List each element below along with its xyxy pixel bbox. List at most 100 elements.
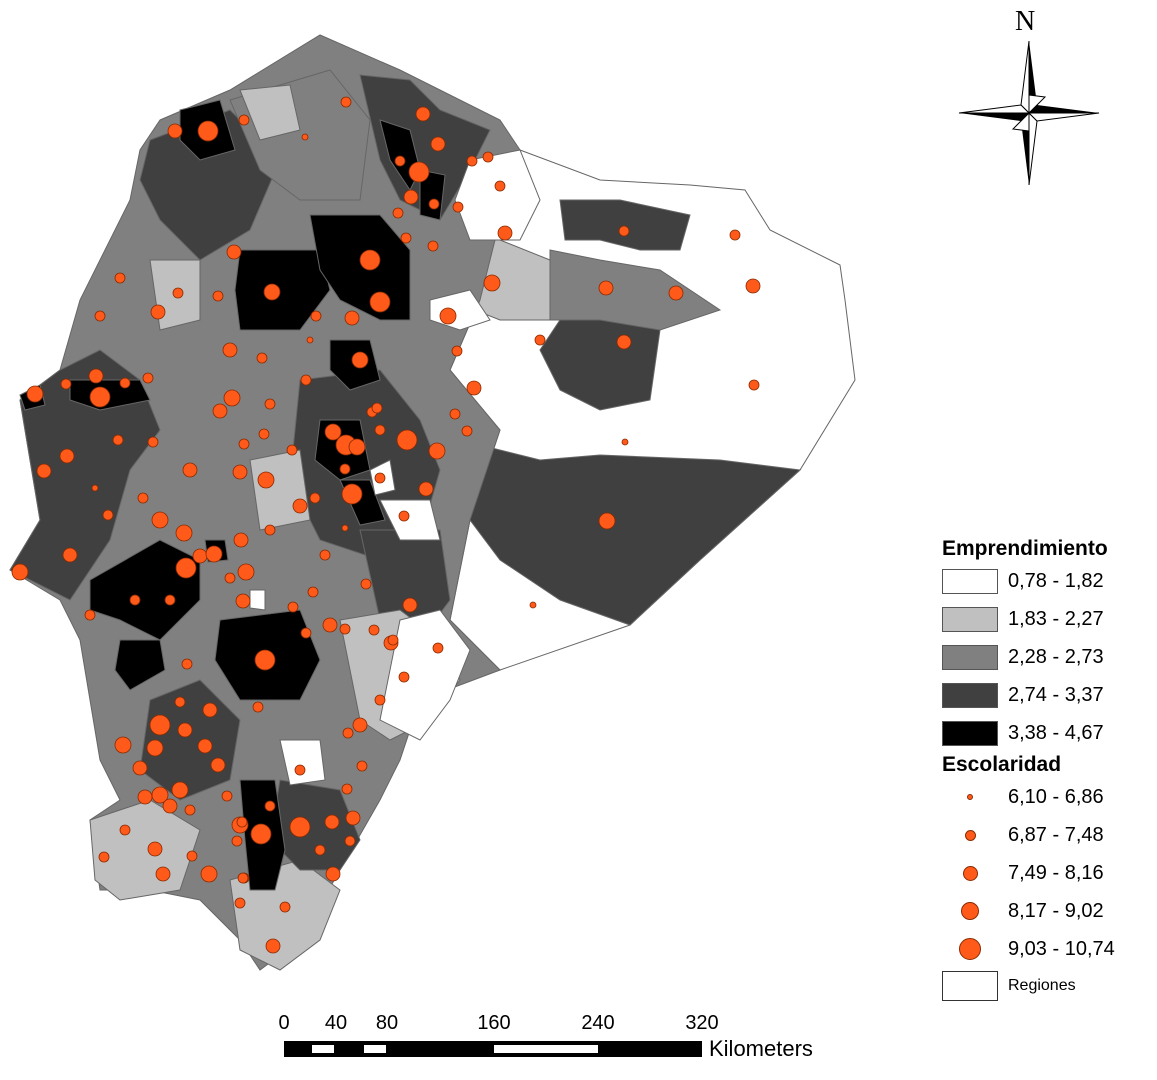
- escolaridad-point: [155, 866, 171, 882]
- escolaridad-point: [452, 201, 464, 213]
- escolaridad-point: [348, 438, 366, 456]
- map-legend: Emprendimiento 0,78 - 1,82 1,83 - 2,27 2,2…: [942, 536, 1152, 1004]
- escolaridad-point: [618, 225, 630, 237]
- escolaridad-point: [205, 545, 223, 563]
- escolaridad-point: [287, 601, 299, 613]
- escolaridad-label: 8,17 - 9,02: [1008, 899, 1104, 922]
- escolaridad-point: [238, 114, 250, 126]
- scale-tick-80: 80: [375, 1012, 399, 1034]
- escolaridad-point: [322, 617, 338, 633]
- escolaridad-point: [374, 472, 386, 484]
- region-amazon-north-dark: [559, 199, 691, 251]
- escolaridad-point: [314, 844, 326, 856]
- escolaridad-point: [418, 481, 434, 497]
- escolaridad-point: [192, 548, 208, 564]
- escolaridad-point: [250, 823, 272, 845]
- emprendimiento-swatch: [942, 682, 998, 708]
- legend-row-escolaridad: 7,49 - 8,16: [942, 854, 1152, 892]
- escolaridad-point: [222, 342, 238, 358]
- escolaridad-point: [175, 524, 193, 542]
- escolaridad-point: [137, 492, 149, 504]
- escolaridad-point: [119, 824, 131, 836]
- escolaridad-point: [167, 123, 183, 139]
- escolaridad-point: [200, 865, 218, 883]
- escolaridad-point: [729, 229, 741, 241]
- escolaridad-dot: [962, 865, 978, 881]
- escolaridad-point: [449, 408, 461, 420]
- escolaridad-point: [233, 532, 249, 548]
- escolaridad-point: [264, 398, 276, 410]
- escolaridad-label: 7,49 - 8,16: [1008, 861, 1104, 884]
- escolaridad-point: [324, 814, 340, 830]
- escolaridad-point: [151, 511, 169, 529]
- emprendimiento-label: 2,28 - 2,73: [1008, 645, 1104, 668]
- escolaridad-point: [483, 274, 501, 292]
- legend-row-emprendimiento: 0,78 - 1,82: [942, 562, 1152, 600]
- escolaridad-point: [494, 180, 506, 192]
- escolaridad-point: [461, 425, 473, 437]
- escolaridad-point: [147, 436, 159, 448]
- escolaridad-point: [186, 850, 198, 862]
- escolaridad-point: [252, 701, 264, 713]
- legend-row-emprendimiento: 1,83 - 2,27: [942, 600, 1152, 638]
- escolaridad-point: [668, 285, 684, 301]
- escolaridad-point: [529, 601, 537, 609]
- region-white-d: [249, 589, 266, 611]
- emprendimiento-label: 2,74 - 3,37: [1008, 683, 1104, 706]
- scale-bar: [284, 1041, 702, 1057]
- escolaridad-point: [427, 240, 439, 252]
- escolaridad-point: [325, 866, 341, 882]
- escolaridad-point: [466, 380, 482, 396]
- escolaridad-point: [598, 512, 616, 530]
- escolaridad-point: [344, 310, 360, 326]
- escolaridad-point: [360, 578, 372, 590]
- map-regions: [9, 34, 856, 971]
- escolaridad-point: [294, 764, 306, 776]
- escolaridad-point: [237, 872, 249, 884]
- escolaridad-point: [263, 283, 281, 301]
- escolaridad-point: [226, 244, 242, 260]
- escolaridad-point: [432, 642, 444, 654]
- escolaridad-point: [342, 727, 354, 739]
- escolaridad-point: [428, 442, 446, 460]
- escolaridad-dot: [959, 938, 981, 960]
- escolaridad-point: [171, 781, 189, 799]
- escolaridad-point: [534, 334, 546, 346]
- escolaridad-point: [236, 816, 248, 828]
- scale-tick-labels: 0 40 80 160 240 320: [0, 1012, 760, 1036]
- escolaridad-point: [616, 334, 632, 350]
- escolaridad-point: [403, 189, 419, 205]
- escolaridad-point: [142, 372, 154, 384]
- scale-tick-40: 40: [324, 1012, 348, 1034]
- escolaridad-points: [11, 96, 761, 954]
- escolaridad-point: [356, 760, 368, 772]
- escolaridad-point: [339, 623, 351, 635]
- escolaridad-point: [748, 379, 760, 391]
- escolaridad-point: [231, 835, 243, 847]
- escolaridad-point: [88, 368, 104, 384]
- escolaridad-label: 9,03 - 10,74: [1008, 937, 1115, 960]
- escolaridad-point: [300, 374, 312, 386]
- escolaridad-point: [129, 594, 141, 606]
- escolaridad-point: [598, 280, 614, 296]
- escolaridad-point: [482, 151, 494, 163]
- legend-title-escolaridad: Escolaridad: [942, 753, 1062, 776]
- legend-row-emprendimiento: 2,74 - 3,37: [942, 676, 1152, 714]
- escolaridad-point: [430, 136, 446, 152]
- escolaridad-point: [258, 428, 270, 440]
- escolaridad-point: [238, 438, 250, 450]
- escolaridad-point: [11, 563, 29, 581]
- emprendimiento-label: 0,78 - 1,82: [1008, 569, 1104, 592]
- scale-tick-320: 320: [685, 1012, 719, 1034]
- escolaridad-point: [466, 155, 478, 167]
- escolaridad-point: [371, 402, 383, 414]
- escolaridad-point: [224, 572, 236, 584]
- escolaridad-point: [359, 249, 381, 271]
- escolaridad-point: [223, 389, 241, 407]
- region-black-n2: [419, 169, 446, 221]
- legend-row-escolaridad: 8,17 - 9,02: [942, 892, 1152, 930]
- escolaridad-point: [234, 897, 246, 909]
- escolaridad-point: [352, 717, 368, 733]
- escolaridad-point: [292, 498, 308, 514]
